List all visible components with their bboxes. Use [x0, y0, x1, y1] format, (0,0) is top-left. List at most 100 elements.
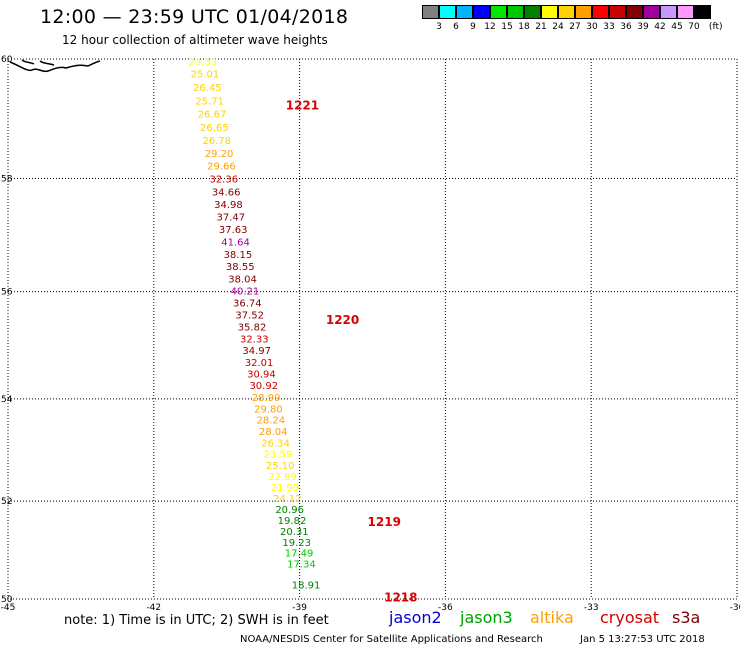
swh-observation: 40.21: [231, 286, 260, 297]
track-id-label: 1218: [384, 591, 417, 605]
swh-observation: 26.34: [261, 438, 290, 449]
swh-observation: 17.34: [287, 559, 316, 570]
legend-label: 12: [484, 22, 496, 32]
satellite-name-jason2: jason2: [389, 608, 442, 627]
swh-observation: 29.66: [207, 162, 236, 173]
swh-observation: 34.98: [214, 200, 243, 211]
legend-label: 33: [603, 22, 615, 32]
swh-observation: 37.47: [217, 213, 246, 224]
swh-observation: 32.36: [209, 175, 238, 186]
x-tick-label: -33: [584, 603, 599, 613]
legend-swatch: [677, 5, 694, 19]
track-id-label: 1220: [326, 313, 359, 327]
swh-observation: 19.82: [278, 516, 307, 527]
swh-observation: 37.52: [235, 311, 264, 322]
legend-label: 15: [501, 22, 513, 32]
timestamp-text: Jan 5 13:27:53 UTC 2018: [580, 634, 705, 645]
swh-observation: 28.99: [252, 393, 281, 404]
x-tick-label: -36: [438, 603, 453, 613]
y-tick-label: 60: [1, 55, 13, 65]
map-frame: [7, 58, 738, 600]
swh-observation: 34.97: [242, 346, 271, 357]
swh-observation: 24.12: [273, 494, 302, 505]
legend-swatch: [592, 5, 609, 19]
legend-swatch: [575, 5, 592, 19]
legend-label: 6: [453, 22, 459, 32]
swh-observation: 38.55: [226, 262, 255, 273]
legend-swatch: [524, 5, 541, 19]
legend-label: 27: [569, 22, 581, 32]
legend-swatch: [660, 5, 677, 19]
legend-label: 3: [436, 22, 442, 32]
swh-observation: 20.96: [275, 505, 304, 516]
legend-label: 39: [637, 22, 649, 32]
track-id-label: 1219: [368, 515, 401, 529]
y-tick-label: 54: [1, 395, 13, 405]
swh-observation: 29.20: [205, 149, 234, 160]
legend-label: 24: [552, 22, 564, 32]
legend-unit: (ft): [708, 22, 723, 32]
credit-text: NOAA/NESDIS Center for Satellite Applica…: [240, 634, 543, 645]
map-subtitle: 12 hour collection of altimeter wave hei…: [62, 33, 328, 47]
y-tick-label: 50: [1, 595, 13, 605]
swh-observation: 26.67: [198, 110, 227, 121]
swh-observation: 23.59: [264, 450, 293, 461]
legend-swatch: [473, 5, 490, 19]
satellite-name-jason3: jason3: [460, 608, 513, 627]
legend-label: 9: [470, 22, 476, 32]
swh-observation: 23.33: [189, 57, 218, 68]
legend-swatch: [456, 5, 473, 19]
legend-swatch: [558, 5, 575, 19]
x-tick-label: -39: [292, 603, 307, 613]
swh-observation: 41.64: [221, 237, 250, 248]
swh-observation: 18.91: [292, 581, 321, 592]
swh-observation: 30.94: [247, 370, 276, 381]
swh-observation: 25.10: [266, 461, 295, 472]
swh-observation: 37.63: [219, 225, 248, 236]
swh-observation: 38.15: [224, 250, 253, 261]
track-id-label: 1221: [286, 99, 319, 113]
legend-swatch: [490, 5, 507, 19]
satellite-name-s3a: s3a: [672, 608, 701, 627]
swh-observation: 22.89: [268, 472, 297, 483]
legend-swatch: [507, 5, 524, 19]
swh-observation: 26.78: [202, 136, 231, 147]
legend-label: 45: [671, 22, 683, 32]
swh-observation: 28.24: [257, 416, 286, 427]
map-title: 12:00 — 23:59 UTC 01/04/2018: [40, 6, 349, 28]
legend-swatch: [541, 5, 558, 19]
swh-observation: 21.99: [271, 483, 300, 494]
x-tick-label: -45: [1, 603, 16, 613]
y-tick-label: 56: [1, 288, 13, 298]
swh-observation: 26.45: [193, 83, 222, 94]
legend-swatch: [439, 5, 456, 19]
x-tick-label: -30: [730, 603, 740, 613]
y-tick-label: 58: [1, 175, 13, 185]
swh-observation: 32.33: [240, 334, 269, 345]
legend-label: 30: [586, 22, 598, 32]
swh-observation: 36.74: [233, 299, 262, 310]
swh-observation: 29.80: [254, 404, 283, 415]
swh-observation: 30.92: [249, 381, 278, 392]
legend-label: 18: [518, 22, 530, 32]
legend-swatch: [643, 5, 660, 19]
legend-label: 36: [620, 22, 632, 32]
swh-observation: 28.04: [259, 427, 288, 438]
legend-swatch: [609, 5, 626, 19]
swh-observation: 25.01: [191, 70, 220, 81]
swh-observation: 32.01: [245, 358, 274, 369]
y-tick-label: 52: [1, 497, 12, 507]
x-tick-label: -42: [146, 603, 161, 613]
legend-label: 70: [688, 22, 700, 32]
legend-swatch: [626, 5, 643, 19]
swh-observation: 26.65: [200, 123, 229, 134]
satellite-name-cryosat: cryosat: [600, 608, 660, 627]
swh-observation: 34.66: [212, 187, 241, 198]
legend-swatch: [422, 5, 439, 19]
swh-observation: 25.71: [195, 96, 224, 107]
legend-swatch: [694, 5, 711, 19]
swh-observation: 35.82: [238, 323, 267, 334]
swh-observation: 20.31: [280, 527, 309, 538]
